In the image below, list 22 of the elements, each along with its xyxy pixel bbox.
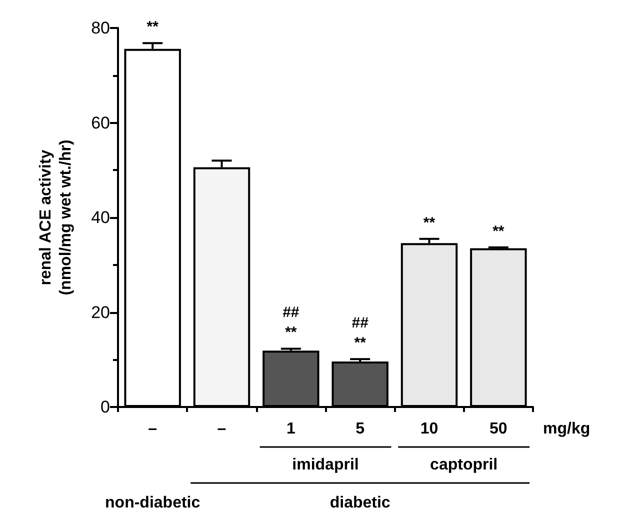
- text: diabetic: [330, 494, 390, 512]
- data-label: ## **: [282, 304, 300, 342]
- y-tick-label: 80: [91, 18, 110, 38]
- x-tick-label: 10: [420, 420, 438, 438]
- x-tick-label: 1: [286, 420, 296, 438]
- data-label: ## **: [352, 314, 370, 352]
- text: imidapril: [292, 456, 359, 474]
- x-tick-label: –: [148, 420, 158, 438]
- data-label: **: [492, 222, 504, 240]
- x-tick-label: –: [217, 420, 226, 438]
- y-tick-label: 0: [100, 398, 110, 416]
- x-tick-label: 50: [490, 420, 508, 438]
- x-tick-label: 5: [356, 420, 365, 438]
- data-label: **: [146, 18, 159, 36]
- text: mg/kg: [543, 420, 590, 438]
- y-tick-label: 20: [91, 302, 110, 322]
- y-tick-label: 40: [91, 208, 110, 227]
- text: non-diabetic: [105, 494, 200, 512]
- text: captopril: [430, 456, 498, 474]
- y-tick-label: 60: [91, 113, 110, 132]
- data-label: **: [423, 214, 436, 232]
- y-axis-title: renal ACE activity (nmol/mg wet wt./hr): [38, 140, 74, 296]
